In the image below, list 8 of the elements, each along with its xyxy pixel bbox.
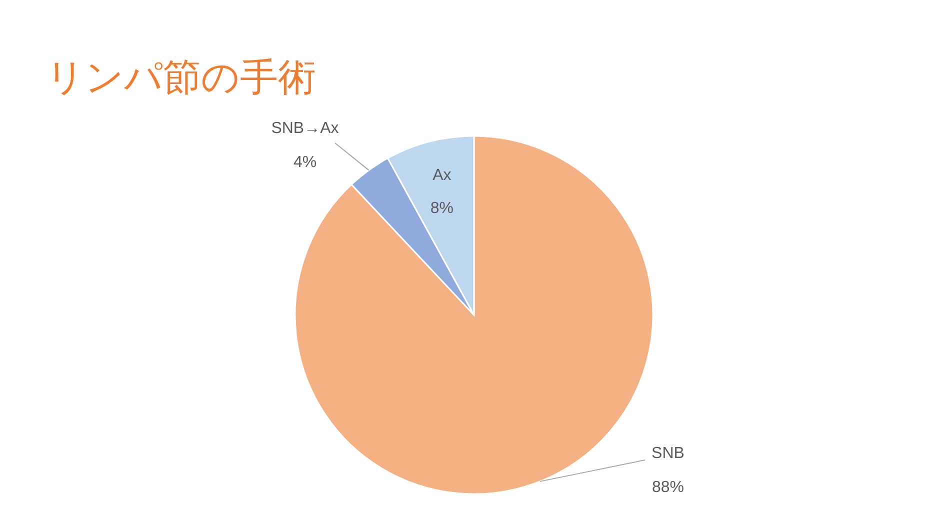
- data-label: 8%: [430, 200, 454, 218]
- pie-slice: [294, 135, 654, 494]
- slice-label: SNB: [652, 445, 684, 462]
- slice-label: Ax: [432, 167, 452, 184]
- data-label: 4%: [293, 154, 317, 171]
- data-label: 88%: [652, 479, 684, 496]
- chart-title: リンパ節の手術: [46, 55, 316, 99]
- slice-label: SNB→Ax: [271, 120, 339, 137]
